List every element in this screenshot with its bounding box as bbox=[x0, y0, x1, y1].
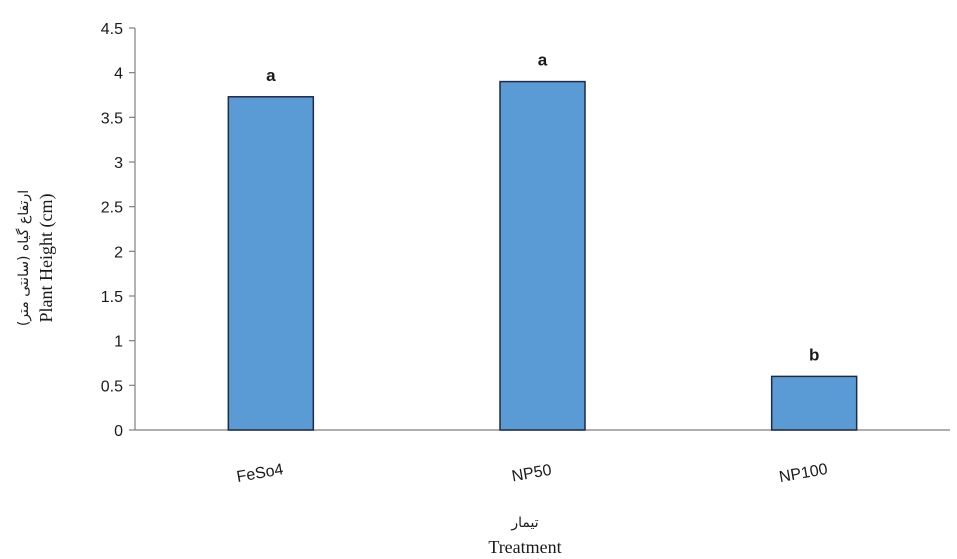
x-axis-title-fa: تیمار bbox=[510, 515, 538, 531]
x-category-label: NP100 bbox=[778, 461, 829, 486]
y-axis-title-en: Plant Height (cm) bbox=[36, 194, 57, 323]
x-axis-title-en: Treatment bbox=[488, 537, 561, 557]
significance-letter: a bbox=[266, 66, 276, 85]
bar-feso4 bbox=[227, 96, 315, 431]
y-axis-title-fa: ارتفاع گیاه (سانتی متر) bbox=[15, 190, 32, 326]
bar-np100 bbox=[770, 375, 858, 431]
y-tick-label: 2.5 bbox=[101, 200, 123, 217]
x-axis-category-labels: FeSo4 NP50 NP100 bbox=[235, 461, 829, 486]
y-tick-label: 3 bbox=[114, 155, 123, 172]
y-tick-label: 0 bbox=[114, 423, 123, 440]
y-tick-label: 3.5 bbox=[101, 110, 123, 127]
bars-group: a a b bbox=[227, 51, 858, 431]
x-category-label: FeSo4 bbox=[235, 461, 284, 486]
y-tick-label: 0.5 bbox=[101, 378, 123, 395]
significance-letter: b bbox=[809, 345, 819, 364]
y-tick-label: 4 bbox=[114, 66, 123, 83]
significance-letter: a bbox=[538, 51, 548, 70]
y-axis-ticks: 0 0.5 1 1.5 2 2.5 3 3.5 4 4.5 bbox=[101, 21, 135, 440]
y-tick-label: 2 bbox=[114, 244, 123, 261]
bar-np50 bbox=[499, 80, 586, 431]
y-tick-label: 4.5 bbox=[101, 21, 123, 38]
y-tick-label: 1 bbox=[114, 334, 123, 351]
x-category-label: NP50 bbox=[511, 462, 553, 486]
y-tick-label: 1.5 bbox=[101, 289, 123, 306]
